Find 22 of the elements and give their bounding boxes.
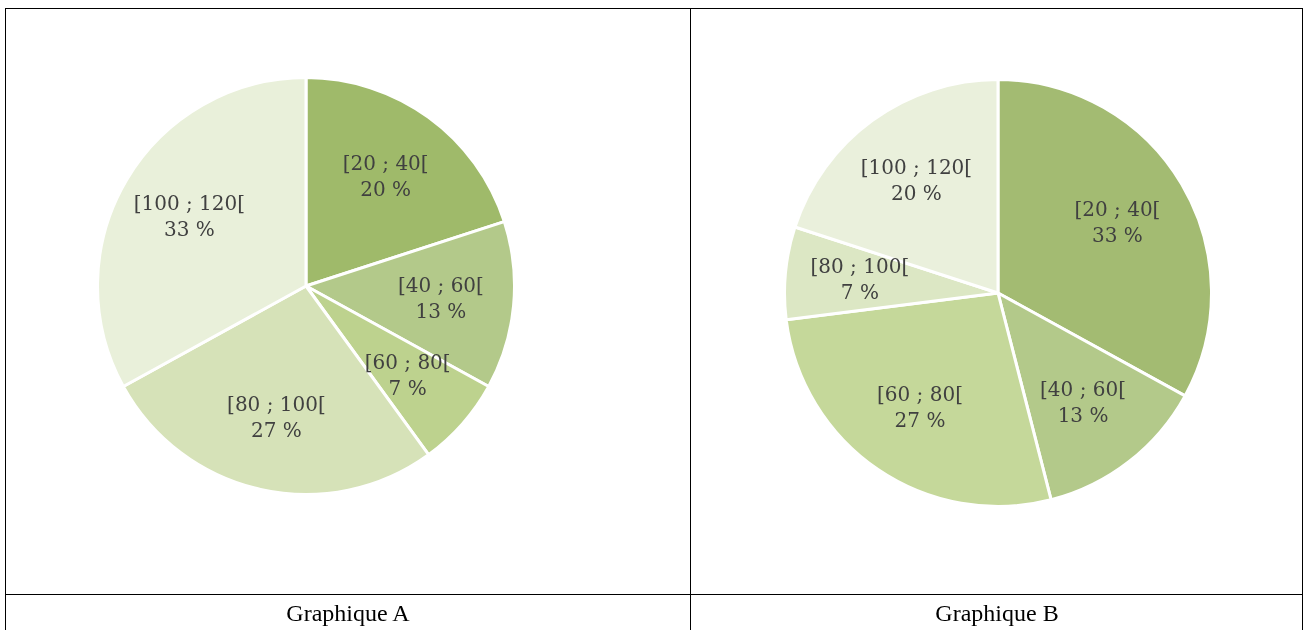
slice-label: [40 ; 60[	[1040, 376, 1127, 401]
data-label: 33 %	[163, 217, 215, 242]
data-label: 27 %	[894, 407, 946, 432]
data-label: 13 %	[415, 298, 467, 323]
slice-label: [60 ; 80[	[364, 349, 451, 374]
slice-label: [20 ; 40[	[342, 150, 429, 175]
data-label: 20 %	[360, 176, 412, 201]
data-label: 13 %	[1057, 402, 1109, 427]
slice-label: [80 ; 100[	[810, 254, 910, 279]
slice-label: [100 ; 120[	[860, 154, 973, 179]
data-label: 33 %	[1092, 222, 1143, 247]
text: Graphique A	[6, 594, 690, 630]
data-label: 27 %	[251, 418, 302, 443]
data-label: 20 %	[891, 180, 942, 205]
data-label: 7 %	[388, 375, 427, 400]
data-label: 7 %	[840, 280, 879, 305]
slice-label: [60 ; 80[	[877, 381, 963, 406]
slice-label: [40 ; 60[	[397, 272, 484, 297]
text: Graphique B	[691, 594, 1303, 630]
slice-label: [80 ; 100[	[227, 392, 326, 417]
slice-label: [20 ; 40[	[1074, 196, 1161, 221]
slice-label: [100 ; 120[	[133, 191, 246, 216]
